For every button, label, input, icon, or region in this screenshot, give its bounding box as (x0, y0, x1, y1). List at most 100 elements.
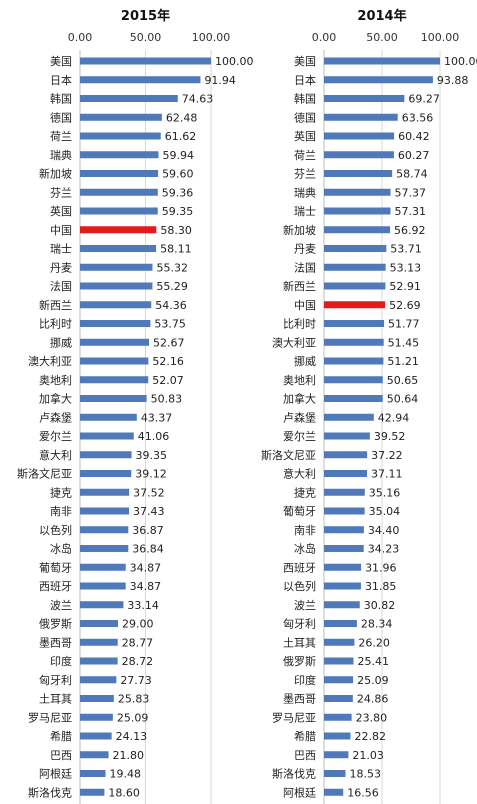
data-label: 100.00 (215, 55, 254, 68)
data-label: 52.69 (389, 299, 421, 312)
category-label: 瑞士 (294, 204, 316, 218)
bar (324, 545, 364, 552)
category-label: 冰岛 (50, 542, 72, 556)
data-label: 36.87 (132, 524, 164, 537)
category-label: 澳大利亚 (272, 335, 316, 349)
data-label: 57.31 (394, 205, 426, 218)
bar (80, 95, 178, 102)
bar (80, 676, 117, 684)
category-label: 意大利 (39, 448, 72, 462)
data-label: 35.04 (369, 505, 401, 518)
x-tick-label: 100.00 (192, 31, 231, 44)
bar (324, 301, 386, 309)
category-label: 新西兰 (283, 279, 316, 293)
bar (324, 563, 362, 571)
chart-panel-2014: 2014年 0.00 50.00 100.00 美国 100.00 日本 93.88 韩国 69.… (261, 8, 477, 804)
data-label: 51.77 (388, 318, 420, 331)
bar (80, 263, 153, 271)
category-label: 波兰 (294, 599, 316, 612)
category-label: 希腊 (294, 729, 316, 743)
data-label: 16.56 (347, 786, 379, 799)
category-label: 墨西哥 (39, 636, 72, 649)
chart-panel-2015: 2015年 0.00 50.00 100.00 美国 100.00 日本 91.94 韩国 74.… (17, 8, 254, 804)
category-label: 希腊 (50, 729, 72, 743)
data-label: 55.29 (156, 280, 188, 293)
data-label: 43.37 (141, 411, 173, 424)
category-label: 丹麦 (50, 261, 72, 274)
bar (80, 451, 132, 459)
bar (324, 113, 398, 121)
category-label: 以色列 (283, 579, 316, 593)
bar (324, 170, 393, 177)
category-label: 韩国 (294, 92, 316, 106)
category-label: 冰岛 (294, 542, 316, 556)
bar (324, 207, 391, 215)
category-label: 德国 (50, 110, 72, 124)
data-label: 52.91 (389, 280, 421, 293)
category-label: 奥地利 (39, 373, 72, 387)
data-label: 59.36 (162, 186, 194, 199)
category-label: 挪威 (50, 335, 72, 349)
bar (324, 432, 370, 440)
bar (80, 376, 149, 384)
bar (80, 132, 161, 140)
category-label: 斯洛伐克 (272, 767, 316, 781)
category-label: 以色列 (39, 523, 72, 537)
bar (80, 620, 118, 627)
bar (324, 263, 386, 271)
category-label: 斯洛伐克 (28, 785, 72, 799)
category-label: 俄罗斯 (283, 655, 316, 668)
bar (324, 751, 349, 759)
x-tick-label: 0.00 (312, 31, 337, 44)
data-label: 50.65 (387, 374, 419, 387)
category-label: 日本 (294, 73, 316, 87)
data-label: 37.11 (371, 468, 403, 481)
data-label: 34.40 (368, 524, 400, 537)
category-label: 日本 (50, 73, 72, 87)
bar (80, 751, 109, 759)
x-tick-label: 50.00 (130, 31, 162, 44)
category-label: 捷克 (50, 485, 72, 499)
bar (324, 57, 440, 65)
bar (80, 545, 129, 552)
data-label: 60.42 (398, 130, 430, 143)
data-label: 59.35 (162, 205, 194, 218)
category-label: 新加坡 (283, 223, 316, 237)
category-label: 法国 (294, 260, 316, 274)
category-label: 印度 (50, 654, 72, 668)
data-label: 58.74 (396, 168, 428, 181)
data-label: 25.83 (118, 693, 150, 706)
bar (80, 170, 159, 177)
data-label: 52.07 (152, 374, 184, 387)
data-label: 21.03 (352, 749, 384, 762)
bar (80, 507, 130, 515)
data-label: 63.56 (402, 111, 434, 124)
data-label: 26.20 (358, 636, 390, 649)
x-tick-label: 100.00 (421, 31, 460, 44)
bar (324, 507, 365, 515)
data-label: 69.27 (408, 93, 440, 106)
bar (324, 357, 384, 365)
data-label: 62.48 (166, 111, 198, 124)
data-label: 34.87 (130, 580, 162, 593)
data-label: 33.14 (127, 599, 158, 612)
category-label: 美国 (50, 55, 72, 68)
category-label: 土耳其 (39, 693, 72, 706)
bar (324, 132, 395, 140)
bar (324, 695, 353, 702)
data-label: 53.13 (390, 261, 422, 274)
category-label: 新加坡 (39, 167, 72, 181)
category-label: 巴西 (294, 749, 316, 762)
data-label: 59.94 (163, 149, 195, 162)
data-label: 52.16 (152, 355, 184, 368)
data-label: 42.94 (378, 411, 410, 424)
data-label: 74.63 (182, 93, 214, 106)
category-label: 比利时 (39, 318, 72, 331)
bar (324, 282, 386, 290)
category-label: 奥地利 (283, 373, 316, 387)
data-label: 27.73 (120, 674, 151, 687)
bar (324, 470, 368, 477)
category-label: 墨西哥 (283, 693, 316, 706)
chart-title: 2015年 (121, 8, 170, 24)
bar (80, 770, 106, 777)
